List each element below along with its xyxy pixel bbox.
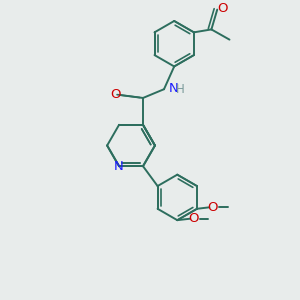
Text: N: N bbox=[114, 160, 124, 173]
Text: N: N bbox=[168, 82, 178, 95]
Text: O: O bbox=[188, 212, 199, 225]
Text: O: O bbox=[110, 88, 120, 101]
Text: O: O bbox=[207, 201, 218, 214]
Text: O: O bbox=[217, 2, 228, 15]
Text: H: H bbox=[176, 83, 185, 96]
